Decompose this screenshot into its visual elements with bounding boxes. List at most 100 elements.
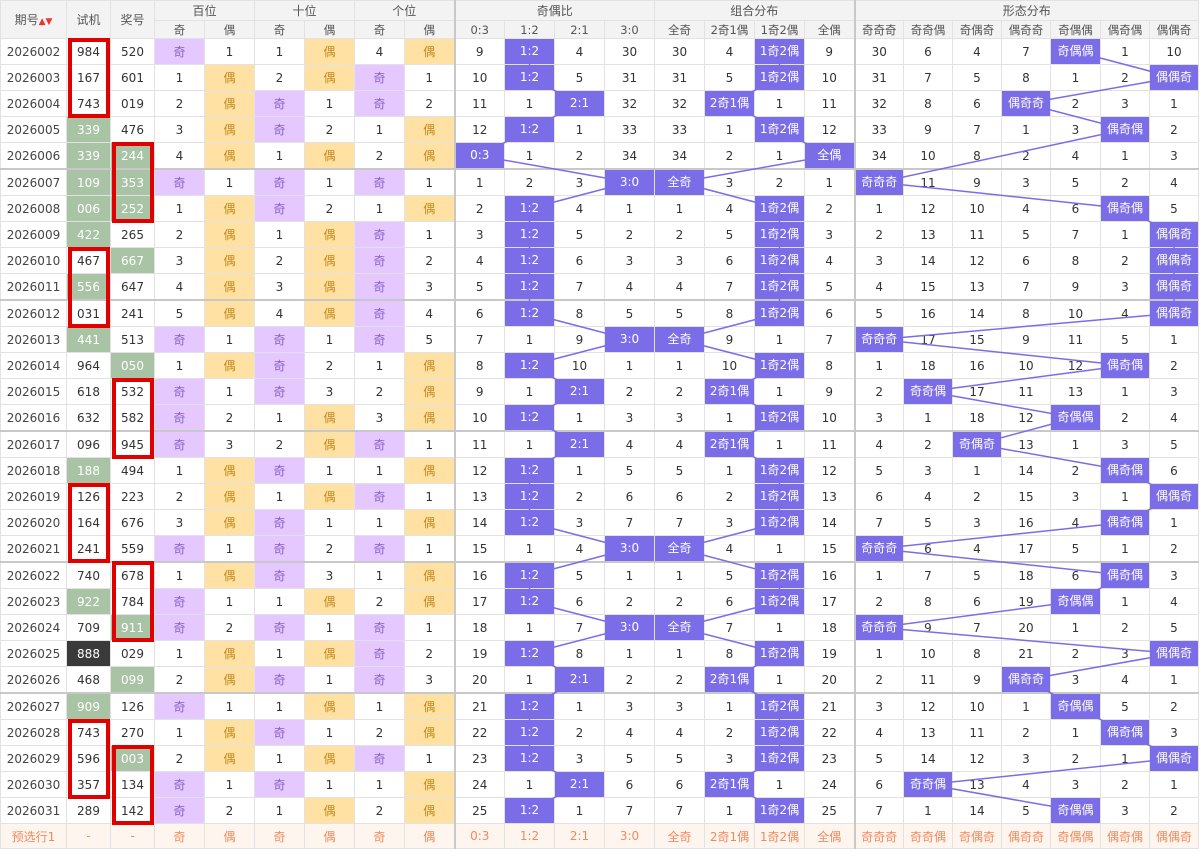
issue-header[interactable]: 期号▲▼ — [0, 0, 67, 39]
ratio-cell: 5 — [554, 561, 605, 589]
shape-cell-text: 4 — [1071, 148, 1080, 163]
shape-cell-text: 12 — [969, 751, 985, 766]
preselect-cell[interactable]: 奇 — [154, 823, 205, 849]
shape-cell-text: 6 — [1071, 201, 1080, 216]
shape-cell: 3 — [1149, 561, 1199, 589]
preselect-cell[interactable]: 偶 — [404, 823, 455, 849]
combo-cell-text: 1奇2偶 — [755, 720, 804, 745]
ratio-cell: 2 — [504, 168, 555, 196]
shape-cell: 10 — [1050, 299, 1101, 327]
preselect-cell-text: - — [130, 829, 135, 843]
preselect-cell[interactable]: 3:0 — [604, 823, 655, 849]
preselect-cell[interactable]: 2:1 — [554, 823, 605, 849]
shape-cell: 6 — [853, 483, 904, 510]
trial-cell: 167 — [66, 64, 111, 91]
shape-cell: 10 — [903, 640, 953, 667]
trial-cell: 006 — [66, 195, 111, 222]
shape-cell-text: 15 — [1018, 489, 1034, 504]
shape-cell-text: 4 — [875, 725, 884, 740]
trial-cell: 888 — [66, 640, 111, 667]
combo-cell: 1奇2偶 — [754, 719, 805, 746]
table-row: 2026005 339 476 3 偶奇 2 1 偶 12 1:2 1 33 33 1 1奇2偶 12 33 9 7… — [0, 116, 1199, 143]
shape-cell: 2 — [853, 378, 904, 405]
shape-cell: 偶奇偶 — [1100, 195, 1150, 222]
shi-cell: 偶 — [304, 221, 355, 248]
trial-cell-text: 109 — [77, 175, 100, 190]
combo-cell: 8 — [804, 352, 855, 379]
shape-cell-text: 2 — [1170, 541, 1178, 556]
preselect-cell[interactable]: 奇奇奇 — [853, 823, 904, 849]
shape-cell: 偶奇偶 — [1100, 116, 1150, 143]
preselect-cell[interactable]: 偶奇奇 — [1001, 823, 1051, 849]
shi-cell: 1 — [254, 142, 305, 170]
combo-cell: 1 — [754, 90, 805, 117]
preselect-cell[interactable]: 奇偶偶 — [1050, 823, 1101, 849]
shape-cell: 7 — [853, 797, 904, 824]
shape-cell-text: 7 — [924, 70, 932, 85]
bai-cell-text: 1 — [175, 646, 184, 661]
bai-cell: 2 — [204, 404, 255, 432]
preselect-cell[interactable]: 奇 — [354, 823, 405, 849]
issue-cell: 2026007 — [0, 168, 67, 196]
shape-cell-text: 奇奇偶 — [904, 772, 952, 797]
shape-cell: 偶奇偶 — [1100, 457, 1150, 484]
combo-cell-text: 5 — [675, 306, 684, 321]
shape-cell: 4 — [1050, 142, 1101, 170]
trial-cell: 964 — [66, 352, 111, 379]
preselect-cell-text: 1奇2偶 — [759, 829, 800, 844]
prize-cell-text: 945 — [121, 437, 144, 452]
shape-cell-text: 1 — [924, 410, 932, 425]
shape-cell-text: 18 — [969, 410, 985, 425]
shape-cell: 3 — [1100, 430, 1150, 458]
shape-cell: 6 — [1050, 561, 1101, 589]
combo-cell-text: 17 — [821, 594, 837, 609]
preselect-row[interactable]: 预选行1- - 奇偶奇偶奇偶 0:3 1:2 2:1 3:0 全奇 2奇1偶 1奇2偶 全偶 奇奇奇奇… — [0, 823, 1199, 849]
preselect-cell[interactable]: 偶 — [304, 823, 355, 849]
bai-cell: 1 — [154, 195, 205, 222]
table-row: 2026013 441 513 奇 1 奇 1 奇 5 7 1 9 3:0 全奇 9 1 7 奇奇奇 17 15 9 11… — [0, 326, 1199, 353]
ratio-cell: 6 — [554, 247, 605, 274]
bai-cell-text: 偶 — [223, 202, 236, 216]
ratio-cell-text: 3 — [575, 515, 584, 530]
trial-cell-text: 441 — [77, 332, 100, 347]
ge-cell: 1 — [354, 771, 405, 798]
table-row: 2026030 357 134 奇 1 奇 1 1 偶 24 1 2:1 6 6 2奇1偶 1 24 6 奇奇偶 13… — [0, 771, 1199, 798]
issue-cell: 2026015 — [0, 378, 67, 405]
combo-cell: 7 — [654, 797, 705, 824]
preselect-cell[interactable]: 1奇2偶 — [754, 823, 805, 849]
preselect-cell[interactable]: 偶 — [204, 823, 255, 849]
shape-cell-text: 1 — [1121, 227, 1129, 242]
shape-cell-text: 8 — [1071, 253, 1080, 268]
ratio-cell: 34 — [604, 142, 655, 170]
preselect-cell[interactable]: 偶偶奇 — [1149, 823, 1199, 849]
ratio-cell: 2:1 — [554, 378, 605, 405]
issue-cell-text: 2026031 — [6, 803, 61, 818]
ge-cell-text: 1 — [375, 201, 384, 216]
preselect-cell[interactable]: 2奇1偶 — [704, 823, 755, 849]
ratio-cell: 1:2 — [504, 588, 555, 615]
ratio-cell-text: 2:1 — [555, 91, 604, 116]
combo-cell-text: 2奇1偶 — [705, 379, 754, 404]
combo-cell: 17 — [804, 588, 855, 615]
preselect-cell[interactable]: 奇偶奇 — [952, 823, 1002, 849]
bai-cell-text: 2 — [175, 751, 184, 766]
sort-icon[interactable]: ▲▼ — [38, 17, 53, 27]
combo-cell-text: 9 — [725, 332, 734, 347]
preselect-cell[interactable]: 1:2 — [504, 823, 555, 849]
preselect-cell[interactable]: 奇奇偶 — [903, 823, 953, 849]
shape-cell-text: 7 — [1022, 44, 1030, 59]
preselect-cell[interactable]: 0:3 — [453, 823, 505, 849]
preselect-cell[interactable]: 全偶 — [804, 823, 855, 849]
preselect-cell[interactable]: 奇 — [254, 823, 305, 849]
ge-cell: 2 — [354, 797, 405, 824]
table-row: 2026008 006 252 1 偶奇 2 1 偶 2 1:2 4 1 1 4 1奇2偶 2 1 12 10 4 6 偶… — [0, 195, 1199, 222]
shi-cell: 偶 — [304, 64, 355, 91]
preselect-cell[interactable]: 全奇 — [654, 823, 705, 849]
combo-cell-text: 1奇2偶 — [755, 353, 804, 378]
shape-cell: 13 — [952, 273, 1002, 301]
ge-cell: 偶 — [404, 195, 455, 222]
ge-cell: 奇 — [354, 326, 405, 353]
preselect-cell[interactable]: 偶奇偶 — [1100, 823, 1150, 849]
ge-cell-text: 1 — [375, 122, 384, 137]
shape-cell-text: 奇偶偶 — [1051, 405, 1100, 430]
